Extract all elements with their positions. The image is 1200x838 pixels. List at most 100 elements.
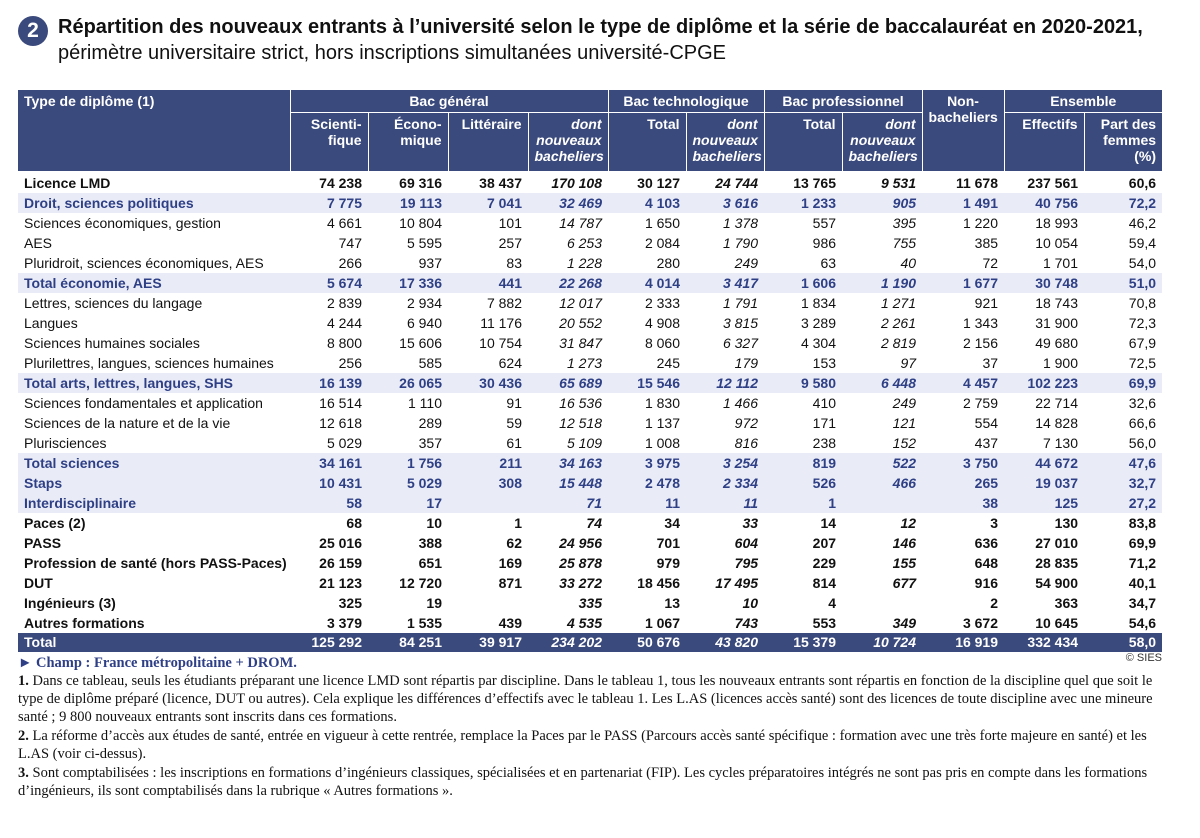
cell: 24 744 (715, 175, 759, 191)
cell: 17 336 (368, 273, 448, 293)
cell: 1 137 (644, 415, 680, 431)
cell: 9 531 (880, 175, 917, 191)
cell: 1 790 (722, 235, 759, 251)
cell: 125 (1004, 493, 1085, 513)
cell: 1 650 (644, 215, 680, 231)
cell: 554 (974, 415, 999, 431)
cell: 17 495 (715, 575, 759, 591)
cell: 34 163 (528, 453, 608, 473)
cell: 1 606 (764, 273, 843, 293)
cell: 7 775 (290, 193, 368, 213)
cell: 69,9 (1084, 373, 1163, 393)
cell: 59,4 (1128, 235, 1157, 251)
cell: 1 220 (962, 215, 999, 231)
cell: 16 514 (319, 395, 362, 411)
cell: 979 (656, 555, 680, 571)
cell: 6 253 (566, 235, 602, 251)
cell: 604 (734, 535, 759, 551)
cell: 755 (892, 235, 917, 251)
cell: 15 448 (528, 473, 608, 493)
cell: 63 (820, 255, 837, 271)
cell: 19 113 (368, 193, 448, 213)
table-row: Profession de santé (hors PASS-Paces) 26 … (18, 553, 1162, 573)
cell: 11 176 (480, 315, 522, 331)
cell: 1 466 (722, 395, 759, 411)
cell: 1 343 (962, 315, 999, 331)
cell: 12 720 (399, 575, 442, 591)
cell: 1 491 (922, 193, 1005, 213)
cell: 2 759 (962, 395, 999, 411)
row-label: Sciences économiques, gestion (24, 215, 221, 231)
cell: 4 244 (326, 315, 362, 331)
header: 2 Répartition des nouveaux entrants à l’… (18, 14, 1178, 66)
cell: 4 103 (608, 193, 686, 213)
cell: 266 (338, 255, 362, 271)
cell: 13 (664, 595, 680, 611)
cell: 102 223 (1004, 373, 1085, 393)
notes: ► Champ : France métropolitaine + DROM. … (18, 654, 1168, 801)
row-label: Droit, sciences politiques (18, 193, 290, 213)
table-row: PASS 25 016 388 62 24 956 701 604 207 146 636 27 0… (18, 533, 1162, 553)
cell: 72 (982, 255, 999, 271)
cell: 32,6 (1128, 395, 1157, 411)
cell: 466 (842, 473, 923, 493)
cell: 289 (418, 415, 442, 431)
cell: 40 (900, 255, 917, 271)
cell: 22 268 (528, 273, 608, 293)
cell: 557 (812, 215, 837, 231)
subtitle: périmètre universitaire strict, hors ins… (58, 42, 727, 64)
cell: 16 919 (922, 633, 1005, 652)
cell: 10 054 (1035, 235, 1079, 251)
cell: 15 379 (764, 633, 843, 652)
cell: 50 676 (608, 633, 686, 652)
cell: 4 535 (566, 615, 602, 631)
cell: 66,6 (1128, 415, 1157, 431)
cell: 69,9 (1128, 535, 1157, 551)
cell: 170 108 (551, 175, 602, 191)
cell: 3 289 (800, 315, 837, 331)
cell: 34 (664, 515, 680, 531)
cell: 67,9 (1128, 335, 1157, 351)
cell: 171 (812, 415, 837, 431)
cell: 54,0 (1128, 255, 1157, 271)
cell: 1 830 (644, 395, 680, 411)
cell: 257 (498, 235, 522, 251)
cell (842, 493, 923, 513)
column-header: Total (763, 112, 843, 171)
cell: 71,2 (1128, 555, 1157, 571)
table-row: Paces (2) 68 10 1 74 34 33 14 12 3 130 83,8 (18, 513, 1162, 533)
cell: 34,7 (1128, 595, 1157, 611)
column-header: Part des femmes (%) (1083, 112, 1163, 171)
column-header: dont nouveaux bacheliers (527, 112, 608, 171)
footnote: 2. La réforme d’accès aux études de sant… (18, 727, 1168, 763)
column-header: Total (607, 112, 686, 171)
cell: 5 674 (290, 273, 368, 293)
table-body: Licence LMD 74 238 69 316 38 437 170 108 30 1… (18, 171, 1163, 652)
cell: 21 123 (319, 575, 362, 591)
footnote-number: 3. (18, 765, 29, 781)
table-row: Pluridroit, sciences économiques, AES 266… (18, 253, 1162, 273)
cell: 5 029 (326, 435, 362, 451)
cell: 439 (498, 615, 522, 631)
cell: 8 060 (644, 335, 680, 351)
cell: 27 010 (1035, 535, 1079, 551)
table-row: Staps 10 431 5 029 308 15 448 2 478 2 334 526 46… (18, 473, 1163, 493)
cell: 249 (734, 255, 759, 271)
table-head: Type de diplôme (1) Bac général Bac techno… (18, 90, 1163, 171)
cell (448, 593, 528, 613)
cell: 4 014 (608, 273, 686, 293)
cell: 249 (892, 395, 917, 411)
cell: 30 436 (448, 373, 528, 393)
table-row: Total économie, AES 5 674 17 336 441 22 268 4… (18, 273, 1163, 293)
source: © SIES (1125, 652, 1162, 664)
cell: 125 292 (290, 633, 368, 652)
cell: 33 (742, 515, 759, 531)
table-row: Interdisciplinaire 58 17 71 11 11 1 38 125 27,2 (18, 493, 1163, 513)
cell: 12 (900, 515, 917, 531)
cell: 325 (338, 595, 362, 611)
cell: 8 800 (326, 335, 362, 351)
cell: 54,6 (1128, 615, 1157, 631)
column-group-header: Type de diplôme (1) (18, 90, 290, 171)
cell: 11 (608, 493, 686, 513)
cell: 921 (974, 295, 999, 311)
